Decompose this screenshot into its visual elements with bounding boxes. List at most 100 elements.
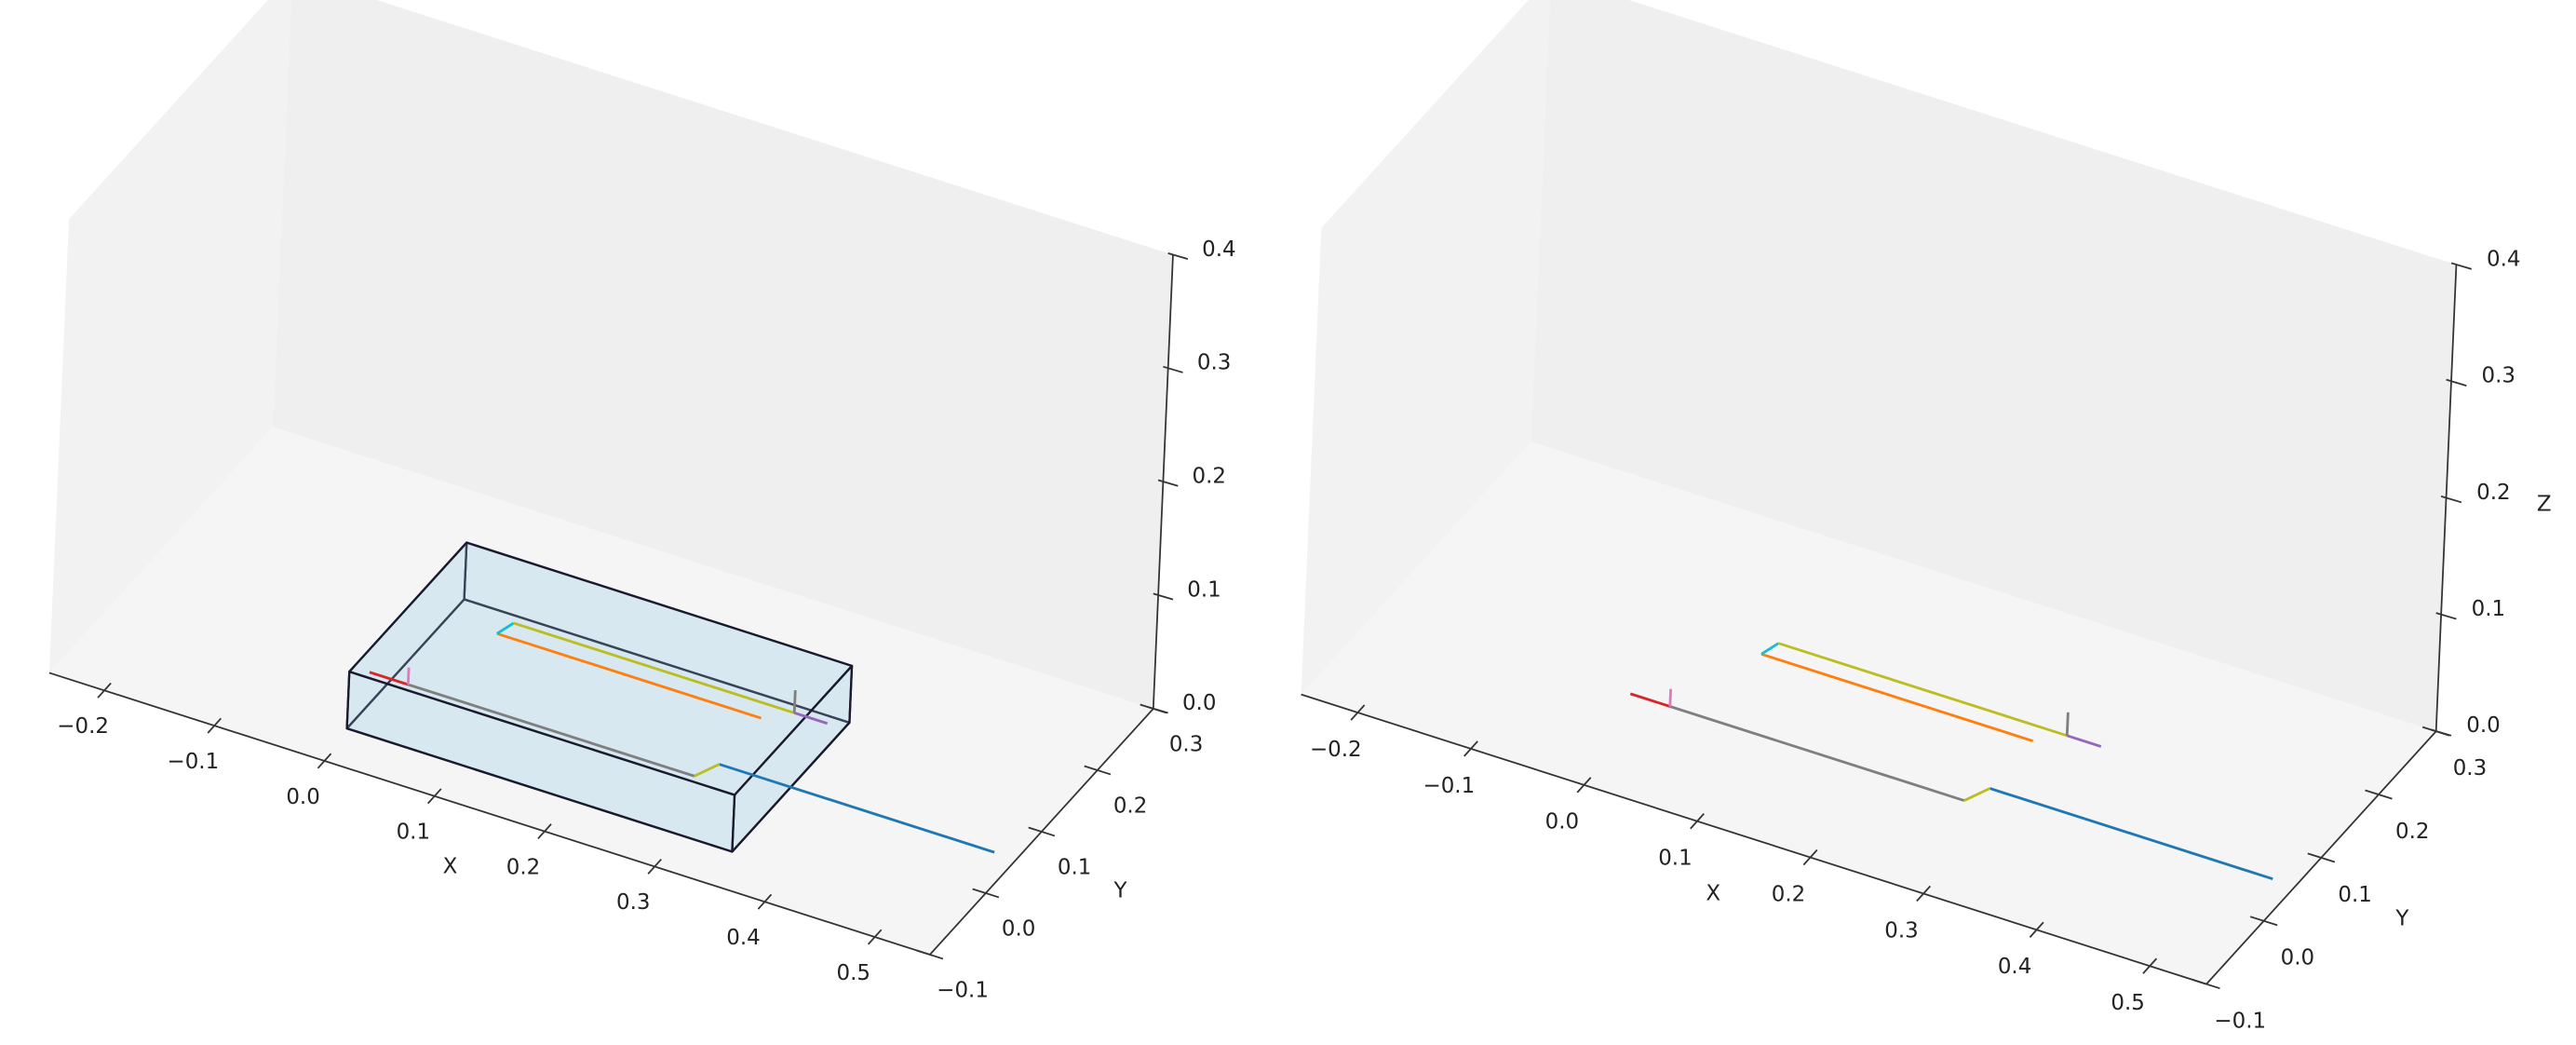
line-series [719, 763, 995, 854]
x-tick [867, 929, 883, 945]
x-tick-label: 0.4 [726, 926, 760, 950]
line-series [793, 712, 829, 726]
x-tick-label: 0.1 [397, 820, 430, 844]
pane-floor [1301, 441, 2436, 984]
z-tick [2440, 495, 2462, 504]
y-tick [1084, 765, 1112, 776]
y-tick-label: 0.2 [1113, 794, 1147, 819]
z-tick [2430, 728, 2452, 737]
x-tick-label: 0.2 [506, 855, 540, 879]
x-tick [1463, 740, 1478, 757]
z-tick-label: 0.4 [2487, 247, 2520, 271]
line-series [1760, 652, 2034, 742]
x-tick-label: 0.5 [837, 961, 870, 985]
pane-side [1301, 0, 1550, 695]
y-tick [2365, 789, 2393, 800]
y-tick-label: 0.2 [2395, 820, 2429, 844]
z-tick-label: 0.0 [2466, 713, 2500, 738]
y-tick [916, 949, 944, 960]
x-tick [537, 823, 552, 840]
x-tick-label: 0.5 [2111, 991, 2144, 1015]
line-series [1963, 787, 1991, 802]
line-series [792, 689, 797, 713]
z-tick [1163, 365, 1183, 373]
x-tick [1916, 885, 1932, 902]
x-axis-line [48, 672, 931, 956]
y-tick-label: 0.3 [2453, 756, 2487, 780]
x-axis-label: X [443, 854, 458, 878]
y-axis-label: Y [2394, 906, 2409, 930]
y-axis-label: Y [1113, 879, 1128, 903]
x-tick [1802, 848, 1818, 866]
z-tick [2435, 612, 2457, 620]
z-tick-label: 0.2 [2476, 481, 2510, 505]
y-tick-label: 0.1 [1058, 856, 1091, 880]
z-tick-label: 0.2 [1193, 464, 1226, 488]
y-tick-label: −0.1 [2214, 1009, 2266, 1033]
x-tick-label: −0.1 [168, 750, 220, 774]
y-tick [2307, 852, 2336, 863]
line-series [1668, 688, 1673, 707]
x-tick [207, 717, 223, 734]
x-tick [2029, 921, 2044, 938]
x-axis-label: X [1706, 881, 1720, 905]
x-tick [2142, 957, 2158, 974]
x-tick [317, 753, 332, 769]
y-tick [972, 888, 1000, 899]
x-tick-label: −0.2 [57, 714, 109, 739]
y-tick-label: 0.0 [1002, 917, 1035, 942]
z-tick [1153, 592, 1174, 601]
x-tick [647, 858, 662, 875]
y-tick-label: 0.0 [2281, 946, 2314, 970]
z-tick [1157, 479, 1179, 487]
y-tick [1028, 826, 1056, 837]
line-series [496, 631, 762, 720]
z-tick-label: 0.3 [2482, 363, 2515, 387]
x-tick [1350, 704, 1366, 721]
pane-floor [48, 427, 1153, 955]
x-tick-label: 0.4 [1998, 955, 2031, 979]
x-axis-line [1301, 693, 2207, 985]
z-tick-label: 0.1 [1187, 577, 1221, 602]
x-tick [1690, 813, 1705, 830]
line-series [1629, 692, 1671, 708]
x-tick-label: 0.0 [1545, 810, 1579, 835]
x-tick-label: −0.2 [1310, 738, 1362, 762]
z-tick [2450, 262, 2473, 270]
y-tick-label: −0.1 [937, 979, 989, 1003]
line-series [406, 667, 411, 685]
axes-3d: −0.2 −0.1 0.0 0.1 0.2 0.3 0.4 0.5 −0.1 0.0 0.1 0.2 0… [48, 0, 1236, 1003]
line-series [694, 763, 721, 778]
x-tick-label: 0.1 [1658, 846, 1692, 870]
x-tick-label: 0.3 [1884, 918, 1918, 943]
z-tick [1167, 251, 1189, 260]
line-series [369, 671, 409, 686]
line-series [1989, 787, 2273, 881]
x-tick-label: 0.3 [616, 890, 650, 915]
z-tick-label: 0.1 [2472, 597, 2505, 621]
line-series [496, 621, 515, 635]
line-series [513, 621, 795, 714]
x-tick-label: 0.0 [286, 785, 319, 809]
pane-back [272, 0, 1173, 709]
pane-back [1531, 0, 2457, 732]
y-tick [2192, 979, 2220, 990]
x-tick [97, 682, 112, 699]
x-tick [427, 788, 442, 805]
y-tick-label: 0.3 [1169, 733, 1203, 757]
line-series [407, 683, 695, 778]
z-axis-label: Z [2537, 493, 2552, 517]
line-series [1669, 705, 1965, 802]
axes-3d: −0.2 −0.1 0.0 0.1 0.2 0.3 0.4 0.5 −0.1 0.0 0.1 0.2 0… [1301, 0, 2552, 1034]
x-tick [1576, 777, 1592, 794]
line-series [2065, 712, 2070, 736]
x-tick-label: −0.1 [1423, 774, 1476, 798]
x-tick-label: 0.2 [1772, 882, 1805, 906]
line-series [2066, 734, 2102, 748]
line-series [1760, 642, 1780, 656]
z-tick [2446, 378, 2467, 387]
pane-side [48, 0, 291, 673]
z-tick [1148, 706, 1168, 714]
